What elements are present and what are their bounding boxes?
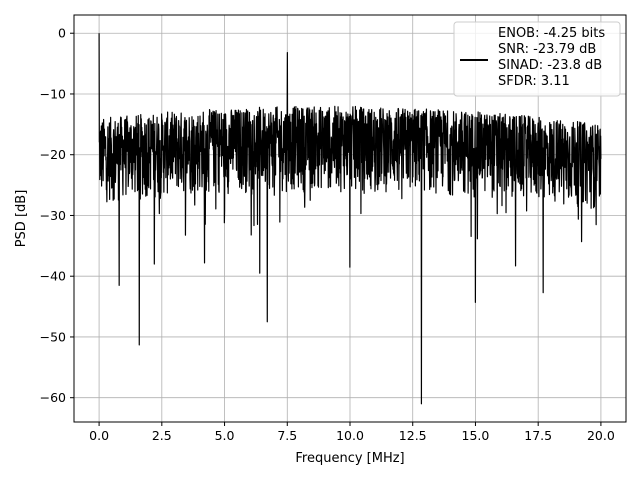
plot-area bbox=[98, 33, 602, 405]
y-tick-label: 0 bbox=[58, 26, 66, 41]
legend-sfdr: SFDR: 3.11 bbox=[498, 74, 570, 89]
y-tick-label: −30 bbox=[40, 208, 66, 223]
x-tick-label: 0.0 bbox=[89, 428, 109, 443]
y-tick-label: −20 bbox=[40, 147, 66, 162]
x-tick-label: 7.5 bbox=[277, 428, 297, 443]
y-tick-label: −40 bbox=[40, 269, 66, 284]
x-tick-label: 2.5 bbox=[152, 428, 172, 443]
y-tick-label: −50 bbox=[40, 329, 66, 344]
legend: ENOB: -4.25 bits SNR: -23.79 dB SINAD: -… bbox=[453, 21, 621, 97]
legend-box bbox=[453, 21, 621, 97]
legend-enob: ENOB: -4.25 bits bbox=[498, 26, 605, 41]
x-tick-label: 12.5 bbox=[399, 428, 427, 443]
y-axis-label: PSD [dB] bbox=[14, 190, 29, 248]
legend-snr: SNR: -23.79 dB bbox=[498, 42, 596, 57]
y-tick-label: −10 bbox=[40, 86, 66, 101]
y-axis-ticks: 0 −10 −20 −30 −40 −50 −60 bbox=[40, 26, 74, 405]
x-tick-label: 17.5 bbox=[524, 428, 552, 443]
y-tick-label: −60 bbox=[40, 390, 66, 405]
x-axis-label: Frequency [MHz] bbox=[295, 451, 404, 466]
x-tick-label: 5.0 bbox=[215, 428, 235, 443]
x-tick-label: 10.0 bbox=[336, 428, 364, 443]
x-axis-ticks: 0.0 2.5 5.0 7.5 10.0 12.5 15.0 17.5 20.0 bbox=[89, 422, 615, 443]
x-tick-label: 15.0 bbox=[462, 428, 490, 443]
x-tick-label: 20.0 bbox=[587, 428, 615, 443]
legend-sinad: SINAD: -23.8 dB bbox=[498, 58, 602, 73]
psd-series-line bbox=[98, 33, 602, 405]
